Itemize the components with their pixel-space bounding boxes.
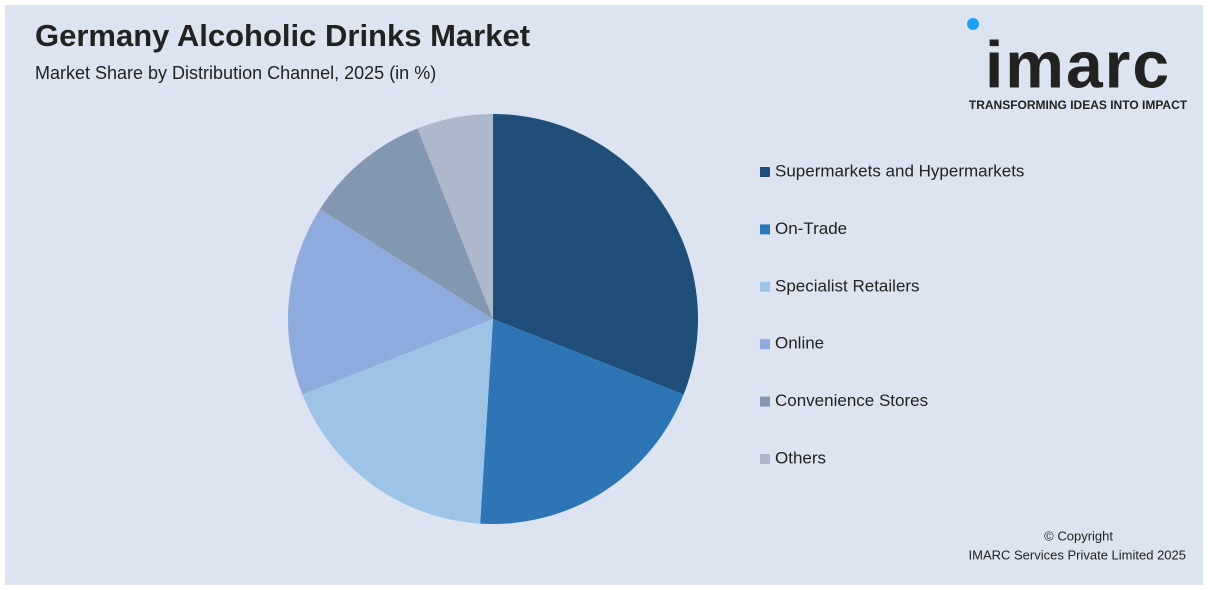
pie-slice [417,114,493,319]
pie-slice [493,114,699,395]
copyright: © Copyright [1044,528,1113,543]
legend-label: Others [775,448,826,467]
legend-label: On-Trade [775,219,847,238]
chart-subtitle: Market Share by Distribution Channel, 20… [35,63,436,83]
pie-slice [302,319,493,524]
logo-name: imarc [985,27,1171,101]
chart-title: Germany Alcoholic Drinks Market [35,18,530,53]
logo-dot [967,18,979,30]
legend-label: Convenience Stores [775,391,928,410]
pie-slice [319,128,493,319]
legend-label: Specialist Retailers [775,276,920,295]
legend-swatch [760,454,770,464]
legend-label: Supermarkets and Hypermarkets [775,161,1024,180]
pie-slice [288,209,493,395]
legend-swatch [760,339,770,350]
legend-swatch [760,167,770,177]
company: IMARC Services Private Limited 2025 [969,547,1186,562]
pie-slice [480,319,684,524]
legend-label: Online [775,334,824,353]
legend-swatch [760,396,770,407]
legend-swatch [760,281,770,292]
legend-swatch [760,224,770,235]
logo-tagline: TRANSFORMING IDEAS INTO IMPACT [969,98,1188,112]
